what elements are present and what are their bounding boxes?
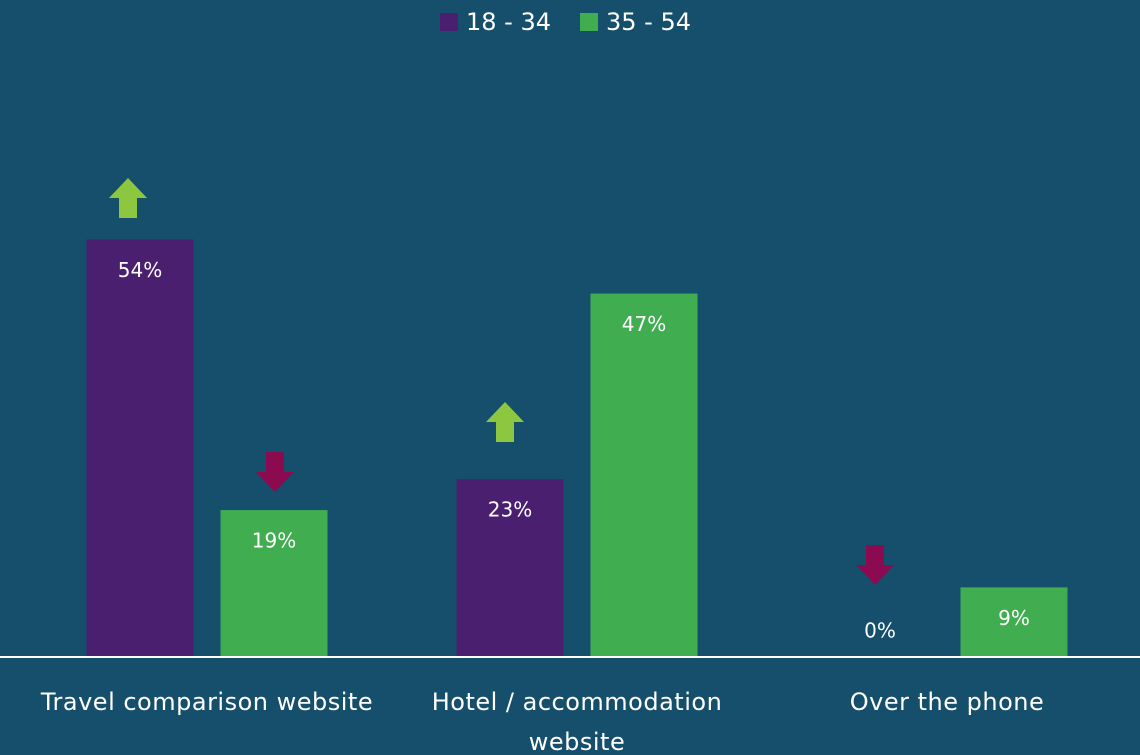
legend-label: 35 - 54 [606, 8, 691, 36]
legend-label: 18 - 34 [466, 8, 551, 36]
legend-swatch [580, 13, 598, 31]
bar [590, 293, 698, 657]
value-label: 47% [622, 312, 666, 336]
bar [220, 510, 328, 657]
x-tick-label: Over the phone [849, 688, 1045, 716]
legend-swatch [440, 13, 458, 31]
value-label: 23% [488, 498, 532, 522]
down-arrow [256, 452, 294, 492]
down-arrow [856, 545, 894, 585]
bar [456, 479, 564, 657]
value-label: 0% [864, 619, 896, 643]
bar [86, 239, 194, 657]
up-arrow [486, 402, 524, 442]
x-tick-label: Hotel / accommodation website [431, 688, 723, 755]
value-label: 19% [252, 529, 296, 553]
up-arrow [109, 178, 147, 218]
bar [960, 587, 1068, 657]
x-tick-label: Travel comparison website [40, 688, 374, 716]
indicators [109, 178, 894, 585]
value-label: 9% [998, 606, 1030, 630]
value-label: 54% [118, 258, 162, 282]
